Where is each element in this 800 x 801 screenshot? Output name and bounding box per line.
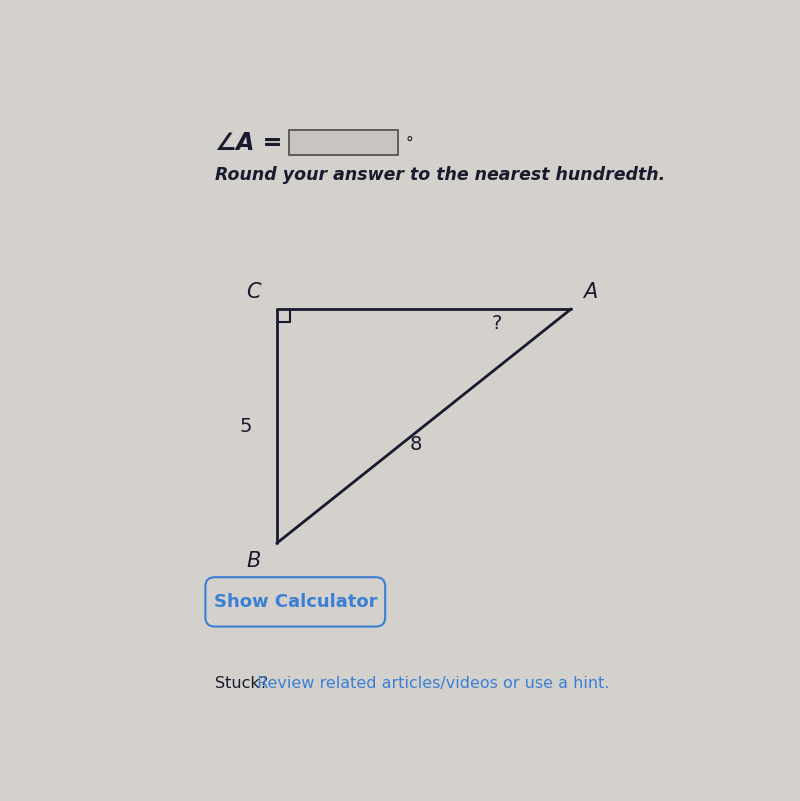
Text: °: ° [405,135,413,151]
Text: Stuck?: Stuck? [214,676,268,690]
Text: Show Calculator: Show Calculator [214,593,377,611]
FancyBboxPatch shape [206,578,386,626]
Text: Round your answer to the nearest hundredth.: Round your answer to the nearest hundred… [214,166,665,184]
Text: ∠A =: ∠A = [214,131,282,155]
Text: ?: ? [492,313,502,332]
Text: B: B [246,550,260,570]
Text: C: C [246,282,261,302]
Text: A: A [582,282,597,302]
FancyBboxPatch shape [289,130,398,155]
Text: Review related articles/videos or use a hint.: Review related articles/videos or use a … [252,676,610,690]
Text: 8: 8 [410,435,422,454]
Text: 5: 5 [239,417,252,436]
